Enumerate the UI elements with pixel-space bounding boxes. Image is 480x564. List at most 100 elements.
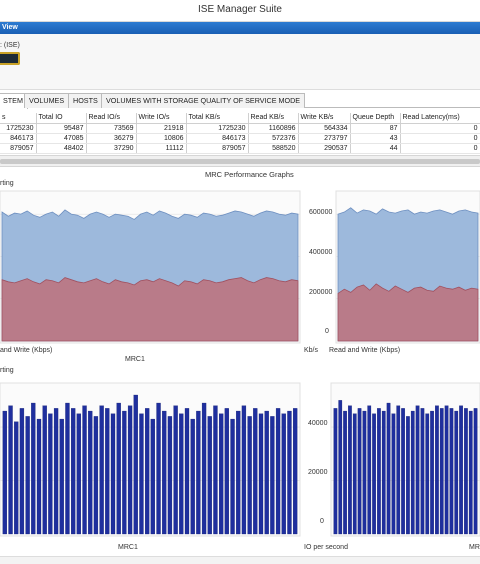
stats-table: s Total IO Read IO/s Write IO/s Total KB… [0,113,480,154]
bar [241,405,247,535]
chart1-x-label: MRC1 [125,356,145,363]
area-series-read [1,277,299,342]
column-header[interactable]: Read IO/s [86,113,137,124]
bar [464,408,468,535]
bar [145,408,150,535]
tab-volumes[interactable]: VOLUMES [24,93,70,108]
table-row[interactable]: 1725230 95487 73569 21918 1725230 116089… [0,123,480,134]
system-label: : (ISE) [0,42,20,49]
table-cell: 290537 [298,143,351,154]
status-strip [0,556,480,564]
column-header[interactable]: Queue Depth [350,113,401,124]
panel-header: View [0,22,480,34]
bar [99,405,104,535]
tab-bar: STEM VOLUMES HOSTS VOLUMES WITH STORAGE … [0,93,480,109]
bar [468,410,473,535]
bar [348,405,352,535]
bar [420,408,425,535]
bar [48,413,53,535]
bar [401,408,405,535]
bar [224,408,229,535]
table-cell: 846173 [0,133,37,144]
bar [377,408,381,535]
table-cell: 846173 [186,133,249,144]
column-header[interactable]: Write IO/s [136,113,187,124]
chart2-ytick: 600000 [309,209,333,216]
bar [338,400,343,535]
column-header[interactable]: Write KB/s [298,113,351,124]
bar [281,413,286,535]
refresh-button[interactable] [0,52,20,65]
bar [439,408,444,535]
table-row[interactable]: 879057 48402 37290 11112 879057 588520 2… [0,143,480,154]
column-header[interactable]: s [0,113,37,124]
bar [133,394,138,535]
column-header[interactable]: Read Latency(ms) [400,113,480,124]
bar [201,402,207,535]
column-header[interactable]: Read KB/s [248,113,299,124]
table-cell: 1725230 [186,123,249,134]
column-header[interactable]: Total KB/s [186,113,249,124]
bar [473,408,478,535]
window-title: ISE Manager Suite [0,0,480,22]
bar [156,402,161,535]
chart4-ytick: 0 [320,518,324,525]
bar [25,416,30,535]
bar [127,405,133,535]
tab-volumes-qos[interactable]: VOLUMES WITH STORAGE QUALITY OF SERVICE … [101,93,306,108]
bar [367,405,372,535]
bar [162,410,167,535]
chart3-x-label: MRC1 [118,544,138,551]
bar [247,416,252,535]
bar [196,410,201,535]
bar [425,413,430,535]
bar [8,405,13,535]
table-cell: 0 [400,143,480,154]
bar [139,413,144,535]
chart2-ytick: 200000 [309,289,333,296]
chart1-bottom-left-label: and Write (Kbps) [0,347,53,354]
bar [430,410,434,535]
bar [253,408,258,535]
bar [258,413,264,535]
bar [14,421,19,535]
bar [82,405,87,535]
bar [179,413,184,535]
scrollbar-thumb[interactable] [0,159,480,164]
chart4-ytick: 20000 [308,469,328,476]
horizontal-scrollbar[interactable] [0,155,480,167]
table-cell: 87 [350,123,401,134]
chart3-y-unit-label: IO per second [304,544,348,551]
tab-hosts[interactable]: HOSTS [68,93,103,108]
table-cell: 588520 [248,143,299,154]
column-header[interactable]: Total IO [36,113,87,124]
table-cell: 11112 [136,143,187,154]
bar [122,410,127,535]
bar [435,405,439,535]
bar [264,410,269,535]
bar [454,410,459,535]
bar [362,410,367,535]
table-cell: 1160896 [248,123,299,134]
table-cell: 1725230 [0,123,37,134]
bar [287,410,292,535]
bar [386,402,391,535]
bar [396,405,401,535]
bar [213,405,218,535]
bar [444,405,449,535]
chart1-left-label: rting [0,180,14,187]
table-cell: 0 [400,123,480,134]
bar [110,413,116,535]
bar [116,402,121,535]
chart4-ytick: 40000 [308,420,328,427]
table-cell: 879057 [0,143,37,154]
bar [449,408,454,535]
area-series-read [337,283,479,342]
table-row[interactable]: 846173 47085 36279 10806 846173 572376 2… [0,133,480,144]
bar [105,408,110,535]
bar [343,410,347,535]
bar [19,408,25,535]
bar [236,410,241,535]
bar [406,416,410,535]
chart2-ytick: 400000 [309,249,333,256]
